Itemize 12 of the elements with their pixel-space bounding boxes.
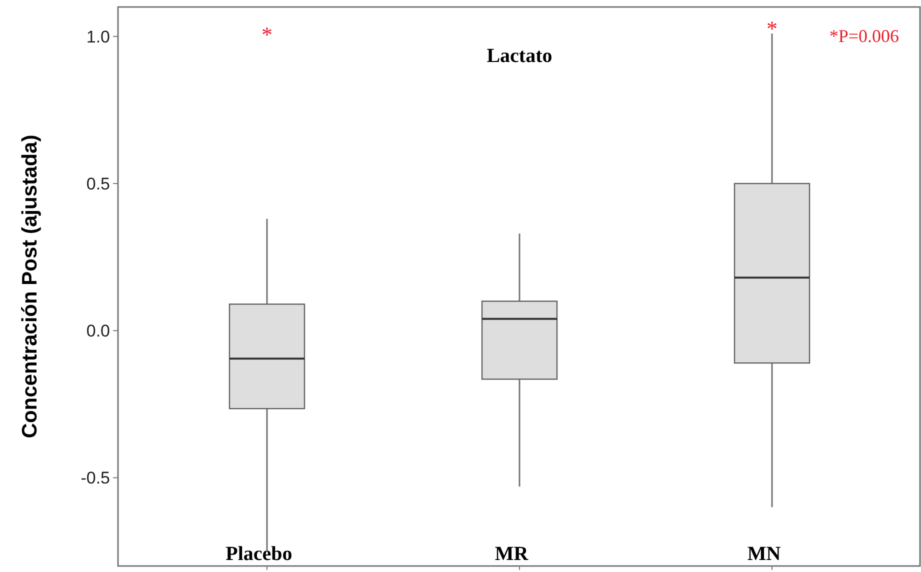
y-tick-label: -0.5 [80, 468, 110, 488]
y-tick-label: 1.0 [86, 27, 110, 46]
annotation: *P=0.006 [829, 26, 899, 46]
y-tick-label: 0.0 [86, 322, 110, 341]
y-axis-title: Concentración Post (ajustada) [18, 134, 42, 438]
annotation: * [766, 16, 778, 41]
x-tick-label: MN [747, 543, 782, 565]
text: Lactato [486, 45, 552, 67]
x-tick-label: Placebo [226, 543, 292, 565]
y-tick-label: 0.5 [86, 174, 110, 194]
x-tick-label: MR [494, 543, 529, 565]
annotation: * [261, 22, 272, 47]
